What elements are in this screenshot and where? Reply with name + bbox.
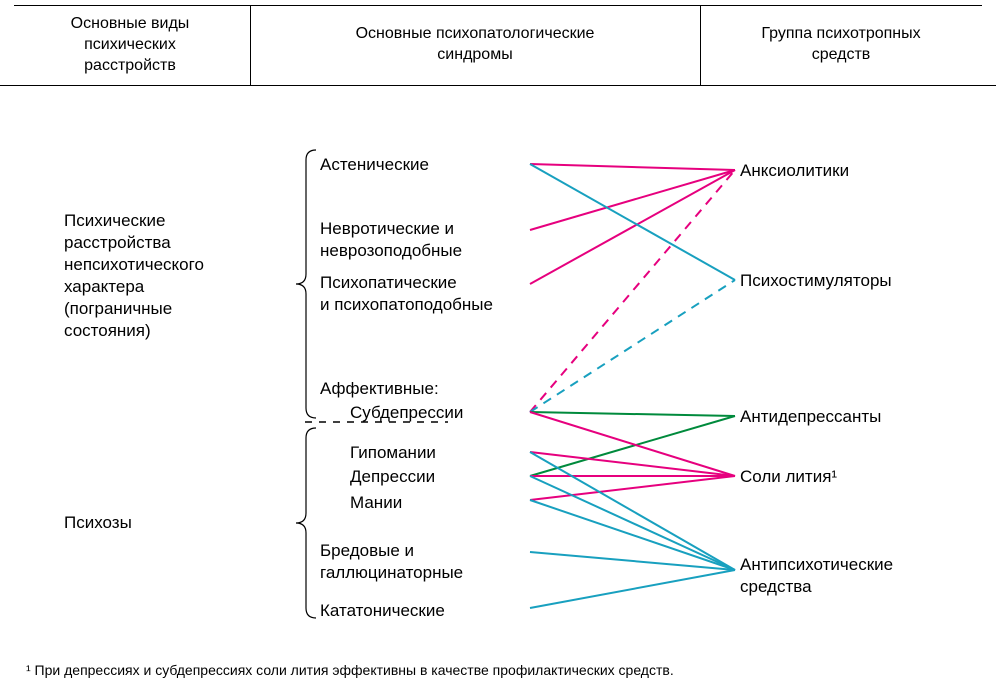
left-group-2: Психозы (64, 512, 254, 534)
header-divider-1 (250, 5, 251, 85)
syndrome-delusional: Бредовые игаллюцинаторные (320, 540, 463, 584)
header-divider-2 (700, 5, 701, 85)
syndrome-asthenic: Астенические (320, 154, 429, 176)
drug-psychostimulants: Психостимуляторы (740, 270, 892, 292)
brace-group (296, 150, 316, 618)
syndrome-catatonic: Кататонические (320, 600, 445, 622)
drug-anxiolytics: Анксиолитики (740, 160, 849, 182)
drug-antidepressants: Антидепрессанты (740, 406, 881, 428)
syndrome-mania: Мании (350, 492, 402, 514)
header-col-1: Основные видыпсихическихрасстройств (30, 14, 230, 76)
diagram-page: Основные видыпсихическихрасстройств Осно… (0, 0, 996, 696)
header-col-3: Группа психотропныхсредств (716, 24, 966, 66)
header-col-2: Основные психопатологическиесиндромы (270, 24, 680, 66)
header-top-border (14, 5, 982, 6)
connection-group (530, 164, 735, 608)
drug-lithium: Соли лития¹ (740, 466, 837, 488)
left-group-1: Психическиерасстройстванепсихотическогох… (64, 210, 254, 343)
syndrome-psychopathic: Психопатическиеи психопатоподобные (320, 272, 493, 316)
syndrome-subdepression: Субдепрессии (350, 402, 463, 424)
syndrome-neurotic: Невротические иневрозоподобные (320, 218, 462, 262)
syndrome-affective-header: Аффективные: (320, 378, 439, 400)
syndrome-hypomania: Гипомании (350, 442, 436, 464)
footnote: ¹ При депрессиях и субдепрессиях соли ли… (26, 662, 966, 678)
drug-antipsychotics: Антипсихотическиесредства (740, 554, 893, 598)
syndrome-depression: Депрессии (350, 466, 435, 488)
header-bottom-border (0, 85, 996, 86)
